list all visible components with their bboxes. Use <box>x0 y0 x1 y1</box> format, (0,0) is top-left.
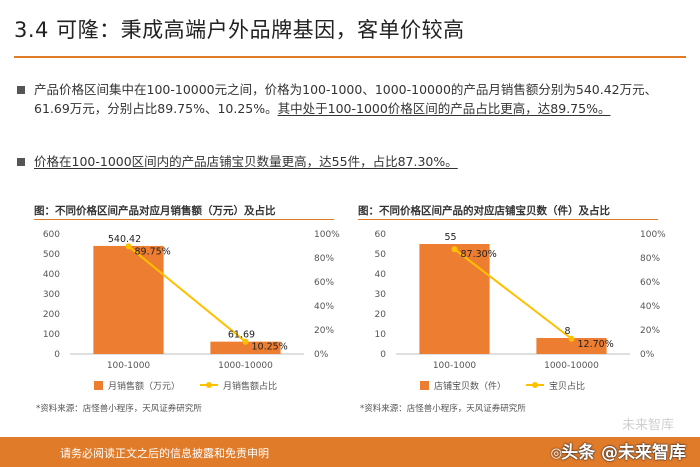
sales-y-left-tick: 400 <box>43 270 60 280</box>
bullet-square-icon <box>17 158 25 166</box>
sales-bar-label: 61.69 <box>228 330 255 341</box>
sales-legend-line-marker <box>206 382 212 388</box>
items-share-point <box>568 335 575 342</box>
items-bar-label: 55 <box>444 232 456 243</box>
left-chart-title-rule <box>34 219 334 220</box>
page-title: 3.4 可隆：秉成高端户外品牌基因，客单价较高 <box>14 18 465 42</box>
sales-x-tick: 1000-10000 <box>218 361 273 371</box>
items-y-right-tick: 80% <box>640 254 660 264</box>
footer-disclaimer: 请务必阅读正文之后的信息披露和免责申明 <box>60 447 269 460</box>
left-chart-title: 图：不同价格区间产品对应月销售额（万元）及占比 <box>34 205 276 217</box>
bullet-1-highlight: 其中处于100-1000价格区间的产品占比更高，达89.75%。 <box>277 101 611 116</box>
items-y-left-tick: 10 <box>375 330 387 340</box>
sales-legend-bar-swatch <box>94 381 103 390</box>
watermark-icon: ◎ <box>550 446 562 461</box>
sales-share-point <box>125 243 132 250</box>
sales-chart: 0 100 200 300 400 500 600 0% 20% 40% 60% 80% 100% 100… <box>43 230 340 392</box>
sales-y-left-tick: 0 <box>54 350 60 360</box>
sales-legend-line-label: 月销售额占比 <box>223 380 277 392</box>
items-share-point <box>451 246 458 253</box>
sales-y-left-tick: 100 <box>43 330 60 340</box>
items-legend-line-marker <box>532 382 538 388</box>
bullet-2: 价格在100-1000区间内的产品店铺宝贝数量更高，达55件，占比87.30%。 <box>17 152 674 171</box>
sales-bar-label: 540.42 <box>108 234 141 245</box>
sales-y-right-tick: 20% <box>314 326 334 336</box>
bullet-square-icon <box>17 86 25 94</box>
sales-share-label: 10.25% <box>252 342 288 353</box>
items-legend-bar-swatch <box>420 381 429 390</box>
sales-y-right-tick: 60% <box>314 278 334 288</box>
right-source-note: *资料来源：店怪兽小程序，天风证券研究所 <box>360 404 526 414</box>
items-share-label: 87.30% <box>461 249 497 260</box>
sales-share-label: 89.75% <box>135 246 171 257</box>
items-bar <box>419 244 490 354</box>
sales-y-left-tick: 300 <box>43 290 60 300</box>
right-chart-title: 图：不同价格区间产品的对应店铺宝贝数（件）及占比 <box>358 205 610 217</box>
watermark: 头条 @未来智库 <box>561 443 686 463</box>
sales-y-right-tick: 0% <box>314 350 329 360</box>
sales-legend-bar-label: 月销售额（万元） <box>108 380 180 392</box>
bullet-2-text: 价格在100-1000区间内的产品店铺宝贝数量更高，达55件，占比87.30%。 <box>34 154 458 169</box>
sales-y-right-tick: 100% <box>314 230 340 240</box>
right-chart-title-rule <box>358 219 658 220</box>
items-y-right-tick: 20% <box>640 326 660 336</box>
watermark-ghost: 未来智库 <box>621 418 674 433</box>
sales-bar <box>210 341 281 354</box>
items-y-right-tick: 40% <box>640 302 660 312</box>
items-x-tick: 1000-10000 <box>544 361 599 371</box>
sales-y-left-tick: 200 <box>43 310 60 320</box>
items-legend-line-label: 宝贝占比 <box>549 380 585 392</box>
footer-bar: 请务必阅读正文之后的信息披露和免责申明 <box>0 437 700 467</box>
items-y-right-tick: 100% <box>640 230 666 240</box>
items-y-left-tick: 30 <box>375 290 387 300</box>
bullet-1: 产品价格区间集中在100-10000元之间，价格为100-1000、1000-1… <box>17 80 674 118</box>
items-y-left-tick: 40 <box>375 270 387 280</box>
items-bar-label: 8 <box>564 326 570 337</box>
sales-x-tick: 100-1000 <box>107 361 151 371</box>
sales-y-right-tick: 40% <box>314 302 334 312</box>
title-divider <box>14 56 686 58</box>
items-y-left-tick: 0 <box>380 350 386 360</box>
items-share-label: 12.70% <box>578 339 614 350</box>
items-y-left-tick: 20 <box>375 310 387 320</box>
sales-y-right-tick: 80% <box>314 254 334 264</box>
items-share-line <box>453 248 573 340</box>
left-source-note: *资料来源：店怪兽小程序，天风证券研究所 <box>36 404 202 414</box>
items-legend-bar-label: 店铺宝贝数（件） <box>434 380 506 392</box>
items-y-right-tick: 0% <box>640 350 655 360</box>
items-chart: 0 10 20 30 40 50 60 0% 20% 40% 60% 80% 100% 100-1000 1… <box>375 230 667 392</box>
sales-share-point <box>242 338 249 345</box>
items-y-left-tick: 60 <box>375 230 387 240</box>
items-y-right-tick: 60% <box>640 278 660 288</box>
items-bar <box>536 338 607 354</box>
sales-share-line <box>127 245 247 343</box>
sales-y-left-tick: 600 <box>43 230 60 240</box>
items-y-left-tick: 50 <box>375 250 387 260</box>
sales-bar <box>93 245 164 354</box>
sales-y-left-tick: 500 <box>43 250 60 260</box>
items-x-tick: 100-1000 <box>433 361 477 371</box>
bullet-1-text: 产品价格区间集中在100-10000元之间，价格为100-1000、1000-1… <box>34 82 658 116</box>
